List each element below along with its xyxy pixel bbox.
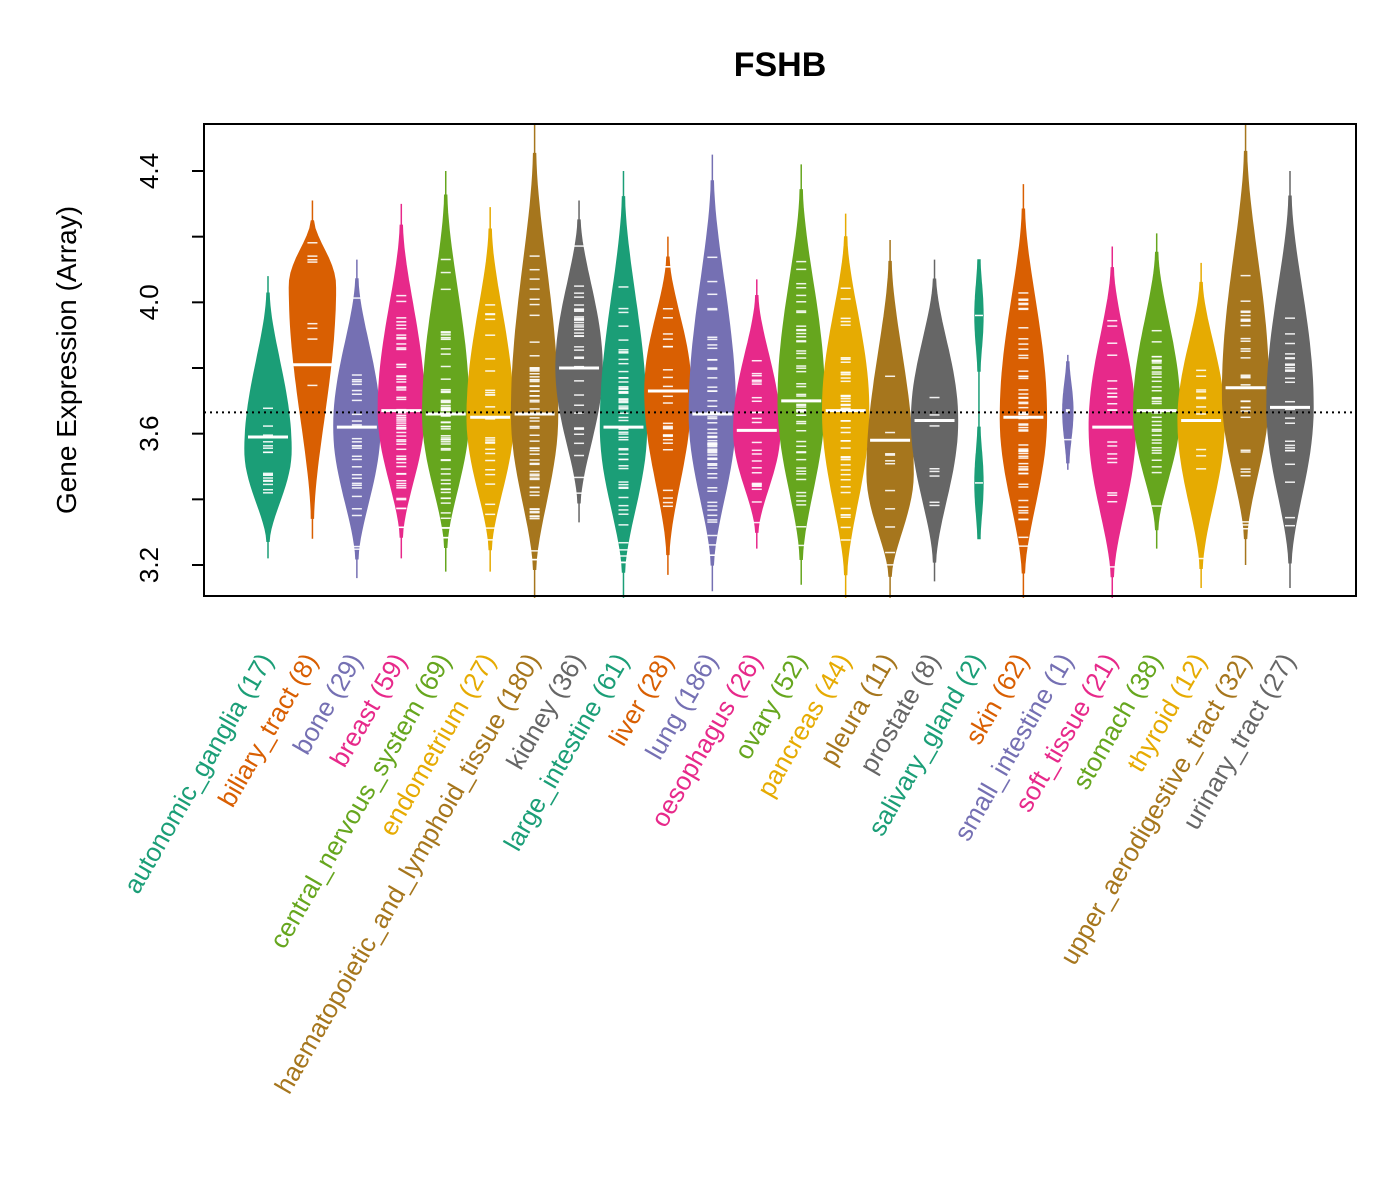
violin-lung	[688, 154, 736, 592]
violin-thyroid	[1177, 262, 1225, 588]
violin-body	[1062, 361, 1074, 464]
violin-soft_tissue	[1088, 246, 1136, 598]
violin-urinary_tract	[1266, 171, 1314, 588]
chart-title: FSHB	[734, 46, 827, 84]
violin-body	[1266, 195, 1314, 564]
violin-salivary_gland	[974, 259, 984, 540]
violin-body	[777, 189, 825, 560]
violin-central_nervous_system	[421, 171, 470, 572]
violin-body	[999, 208, 1048, 574]
violin-body	[333, 278, 381, 560]
y-tick-label: 4.4	[134, 153, 164, 189]
violin-body	[288, 220, 337, 519]
violin-liver	[644, 236, 692, 575]
violin-ovary	[777, 164, 825, 585]
violin-upper_aerodigestive_tract	[1221, 125, 1270, 565]
violin-body	[644, 256, 692, 556]
violin-pleura	[866, 239, 914, 598]
violin-endometrium	[466, 207, 514, 572]
violin-body	[555, 219, 603, 504]
violin-body	[1221, 150, 1270, 540]
violin-stomach	[1132, 233, 1181, 549]
violin-bone	[333, 259, 381, 579]
violin-haematopoietic_and_lymphoid_tissue	[510, 125, 559, 598]
y-axis-label: Gene Expression (Array)	[51, 206, 82, 514]
violin-body	[421, 194, 470, 548]
violin-body	[688, 180, 736, 566]
violin-body	[599, 196, 648, 573]
violin-pancreas	[822, 213, 870, 598]
violin-large_intestine	[599, 171, 648, 598]
violin-body	[244, 292, 292, 542]
violin-prostate	[910, 259, 959, 582]
violin-body	[377, 224, 425, 538]
violin-body	[1088, 267, 1136, 578]
violin-small_intestine	[1062, 354, 1074, 470]
violins-group	[244, 125, 1314, 598]
violin-biliary_tract	[288, 200, 337, 539]
violin-breast	[377, 203, 425, 559]
violin-body	[866, 260, 914, 577]
violin-oesophagus	[733, 279, 781, 549]
y-axis: 3.2 3.6 4.0 4.4	[134, 153, 205, 583]
y-tick-label: 3.6	[134, 416, 164, 452]
violin-autonomic_ganglia	[244, 276, 292, 559]
violin-kidney	[555, 200, 603, 523]
x-axis-labels: autonomic_ganglia (17)biliary_tract (8)b…	[117, 648, 1301, 1099]
violin-skin	[999, 184, 1048, 598]
y-tick-label: 3.2	[134, 547, 164, 583]
violin-body	[466, 228, 514, 551]
violin-body	[1177, 281, 1225, 569]
violin-body	[733, 295, 781, 533]
y-tick-label: 4.0	[134, 284, 164, 320]
violin-body	[510, 152, 559, 570]
